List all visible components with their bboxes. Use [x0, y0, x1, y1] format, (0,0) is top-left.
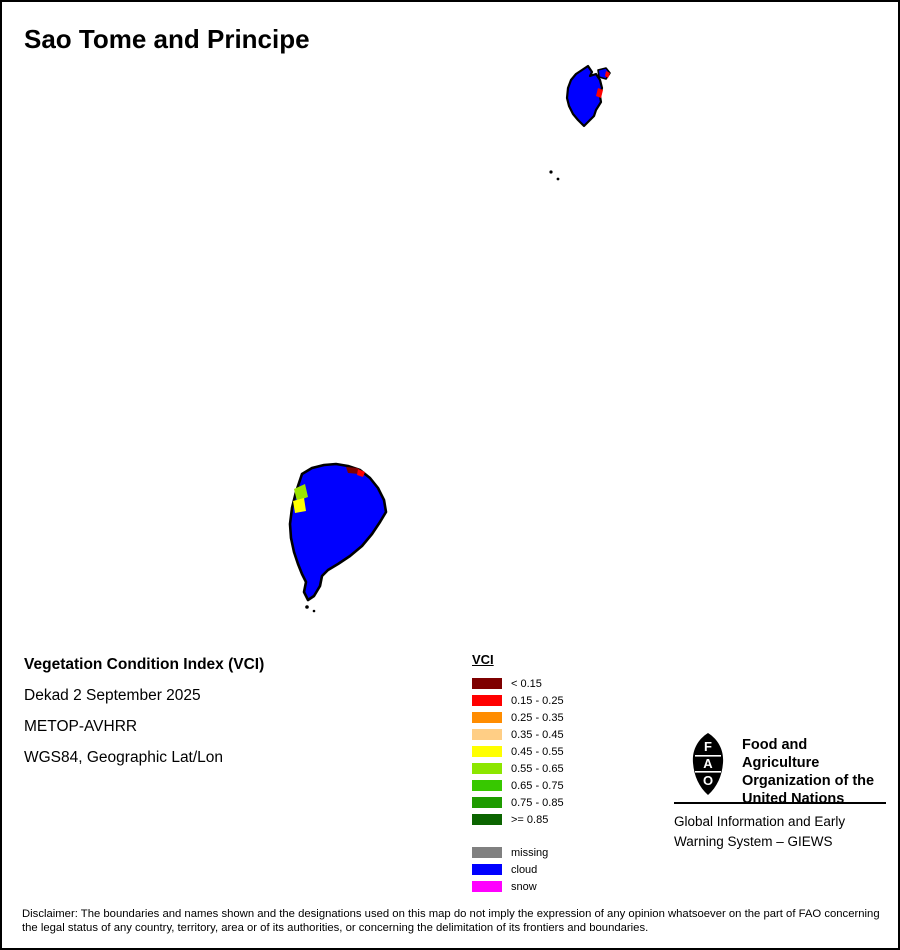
fao-logo-icon: F A O — [692, 733, 724, 795]
legend-item: 0.45 - 0.55 — [472, 743, 564, 760]
legend-label: snow — [511, 880, 537, 893]
legend-color-swatch — [472, 814, 502, 825]
legend-class-list: < 0.15 0.15 - 0.25 0.25 - 0.35 0.35 - 0.45 0… — [472, 675, 564, 828]
legend-label: 0.65 - 0.75 — [511, 779, 564, 792]
map-metadata: Vegetation Condition Index (VCI) Dekad 2… — [24, 656, 264, 780]
vci-legend: VCI < 0.15 0.15 - 0.25 0.25 - 0.35 0.35 - 0… — [472, 652, 564, 895]
giews-line: Global Information and Early — [674, 814, 846, 829]
disclaimer-text: Disclaimer: The boundaries and names sho… — [22, 908, 880, 934]
fao-org-line: United Nations — [742, 791, 845, 807]
sao-tome-vci-red-patch — [357, 469, 365, 477]
legend-item: >= 0.85 — [472, 811, 564, 828]
legend-label: 0.45 - 0.55 — [511, 745, 564, 758]
legend-item: missing — [472, 844, 564, 861]
legend-color-swatch — [472, 881, 502, 892]
islet-dot — [305, 605, 309, 609]
vci-title-line: Vegetation Condition Index (VCI) — [24, 656, 265, 673]
legend-extra-list: missing cloud snow — [472, 844, 564, 895]
legend-label: >= 0.85 — [511, 813, 549, 826]
legend-color-swatch — [472, 864, 502, 875]
legend-color-swatch — [472, 712, 502, 723]
legend-color-swatch — [472, 746, 502, 757]
legend-label: 0.75 - 0.85 — [511, 796, 564, 809]
giews-name: Global Information and Early Warning Sys… — [674, 812, 845, 852]
legend-label: missing — [511, 846, 549, 859]
legend-label: < 0.15 — [511, 677, 542, 690]
legend-label: 0.25 - 0.35 — [511, 711, 564, 724]
legend-color-swatch — [472, 797, 502, 808]
legend-item: 0.55 - 0.65 — [472, 760, 564, 777]
sensor-line: METOP-AVHRR — [24, 718, 138, 735]
fao-letter-a: A — [703, 756, 713, 771]
fao-org-name: Food and Agriculture Organization of the… — [742, 736, 888, 808]
legend-item: 0.65 - 0.75 — [472, 777, 564, 794]
sao-tome-vci-yellow-patch — [293, 498, 306, 513]
legend-label: cloud — [511, 863, 538, 876]
islet-dot — [556, 177, 560, 181]
legend-title: VCI — [472, 652, 494, 667]
principe-vci-red-patch — [605, 71, 610, 78]
giews-line: Warning System – GIEWS — [674, 834, 833, 849]
sao-tome-vci-green-patch — [294, 484, 308, 501]
principe-island-map — [549, 64, 611, 181]
legend-item: 0.75 - 0.85 — [472, 794, 564, 811]
legend-item: < 0.15 — [472, 675, 564, 692]
principe-vci-red-patch — [596, 88, 603, 98]
fao-org-line: Food and Agriculture — [742, 737, 820, 771]
legend-item: 0.35 - 0.45 — [472, 726, 564, 743]
legend-color-swatch — [472, 678, 502, 689]
sao-tome-vci-dark-red-patch — [346, 467, 360, 474]
principe-island — [565, 64, 604, 128]
legend-color-swatch — [472, 780, 502, 791]
legend-color-swatch — [472, 847, 502, 858]
legend-item: snow — [472, 878, 564, 895]
projection-line: WGS84, Geographic Lat/Lon — [24, 749, 224, 766]
legend-label: 0.55 - 0.65 — [511, 762, 564, 775]
sao-tome-island-map — [288, 462, 388, 613]
fao-divider — [674, 802, 886, 804]
fao-letter-o: O — [703, 773, 713, 788]
legend-color-swatch — [472, 695, 502, 706]
legend-item: cloud — [472, 861, 564, 878]
legend-item: 0.15 - 0.25 — [472, 692, 564, 709]
fao-letter-f: F — [704, 739, 712, 754]
legend-color-swatch — [472, 763, 502, 774]
legend-color-swatch — [472, 729, 502, 740]
legend-label: 0.15 - 0.25 — [511, 694, 564, 707]
legend-item: 0.25 - 0.35 — [472, 709, 564, 726]
islet-dot — [549, 170, 553, 174]
islet-dot — [312, 609, 316, 613]
legend-label: 0.35 - 0.45 — [511, 728, 564, 741]
fao-org-line: Organization of the — [742, 773, 875, 789]
dekad-line: Dekad 2 September 2025 — [24, 687, 201, 704]
page-title: Sao Tome and Principe — [24, 24, 310, 54]
